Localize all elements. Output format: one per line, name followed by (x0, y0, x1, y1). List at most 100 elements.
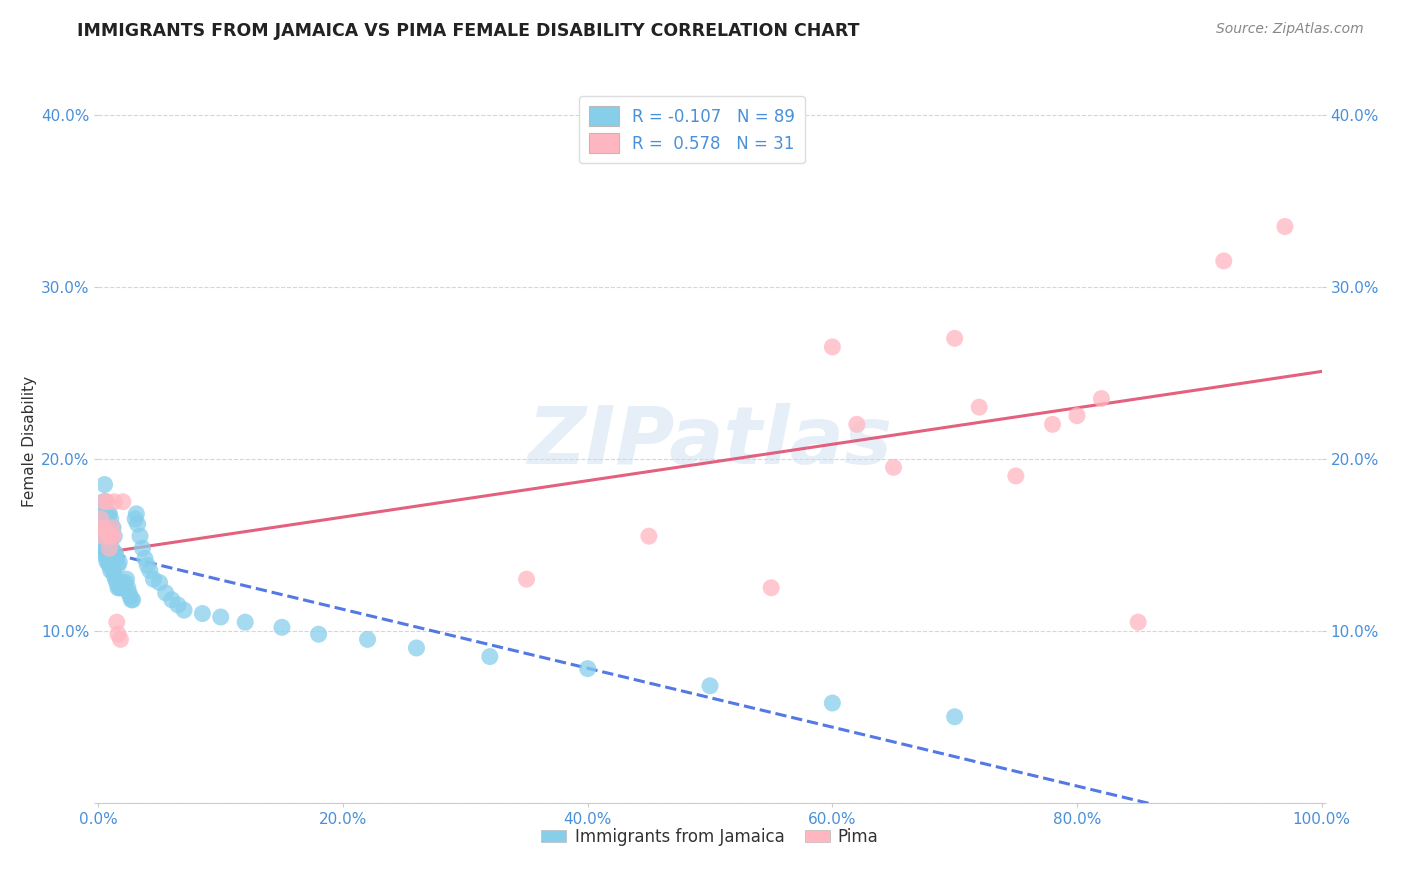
Point (101, 546, 124, 560)
Point (139, 564, 162, 578)
Point (96, 494, 118, 508)
Point (101, 529, 124, 543)
Point (98, 541, 121, 556)
Point (1212, 253, 1234, 268)
Point (845, 417, 868, 432)
Point (98, 507, 121, 521)
Point (98, 524, 121, 538)
Point (91, 520, 114, 534)
Point (125, 507, 148, 521)
Point (112, 581, 135, 595)
Point (124, 512, 146, 526)
Point (1128, 615, 1150, 630)
Point (883, 460, 905, 475)
Point (129, 529, 152, 543)
Point (91, 520, 114, 534)
Legend: Immigrants from Jamaica, Pima: Immigrants from Jamaica, Pima (534, 821, 886, 852)
Point (91, 503, 114, 517)
Point (94, 512, 117, 526)
Point (120, 592, 142, 607)
Point (97, 555, 120, 569)
Point (94, 494, 117, 508)
Point (91, 494, 114, 508)
Point (1066, 409, 1088, 423)
Text: IMMIGRANTS FROM JAMAICA VS PIMA FEMALE DISABILITY CORRELATION CHART: IMMIGRANTS FROM JAMAICA VS PIMA FEMALE D… (77, 22, 860, 40)
Point (142, 572, 165, 586)
Point (98, 558, 121, 573)
Point (91, 529, 114, 543)
Point (93, 546, 115, 560)
Point (1090, 392, 1112, 406)
Point (943, 710, 966, 724)
Point (121, 592, 143, 607)
Point (108, 555, 131, 569)
Point (1274, 219, 1296, 234)
Point (94, 524, 117, 538)
Point (96, 555, 118, 569)
Point (110, 581, 132, 595)
Point (94, 546, 117, 560)
Point (94, 529, 117, 543)
Point (93, 520, 115, 534)
Point (1042, 417, 1064, 432)
Point (96, 529, 118, 543)
Point (821, 696, 844, 710)
Point (209, 610, 232, 624)
Point (270, 620, 294, 634)
Point (97, 507, 120, 521)
Point (115, 572, 138, 586)
Point (943, 331, 966, 345)
Point (97, 524, 120, 538)
Point (97, 529, 120, 543)
Point (576, 662, 599, 676)
Point (104, 572, 127, 586)
Point (103, 529, 125, 543)
Point (91, 529, 114, 543)
Point (136, 558, 159, 573)
Point (160, 592, 183, 607)
Point (93, 494, 115, 508)
Text: Source: ZipAtlas.com: Source: ZipAtlas.com (1216, 22, 1364, 37)
Point (114, 575, 136, 590)
Point (103, 568, 125, 582)
Point (96, 541, 118, 556)
Point (191, 607, 214, 621)
Point (120, 590, 142, 604)
Point (233, 615, 256, 630)
Point (101, 564, 124, 578)
Point (356, 632, 378, 647)
Point (405, 640, 427, 655)
Point (111, 581, 134, 595)
Point (637, 529, 661, 543)
Point (105, 551, 128, 566)
Point (111, 575, 134, 590)
Point (105, 575, 128, 590)
Point (155, 586, 177, 600)
Point (93, 538, 115, 552)
Point (108, 581, 131, 595)
Point (117, 581, 139, 595)
Point (91, 529, 114, 543)
Point (105, 615, 128, 630)
Point (98, 541, 121, 556)
Point (100, 512, 122, 526)
Point (101, 520, 124, 534)
Point (821, 340, 844, 354)
Point (101, 541, 124, 556)
Point (131, 541, 153, 556)
Point (1004, 469, 1026, 483)
Point (91, 538, 114, 552)
Point (149, 575, 172, 590)
Point (96, 512, 118, 526)
Point (100, 529, 122, 543)
Point (93, 477, 115, 491)
Point (127, 517, 149, 532)
Point (515, 572, 537, 586)
Point (308, 627, 330, 641)
Point (167, 598, 190, 612)
Point (107, 558, 129, 573)
Point (101, 558, 124, 573)
Point (90, 546, 112, 560)
Point (100, 546, 122, 560)
Point (110, 632, 132, 647)
